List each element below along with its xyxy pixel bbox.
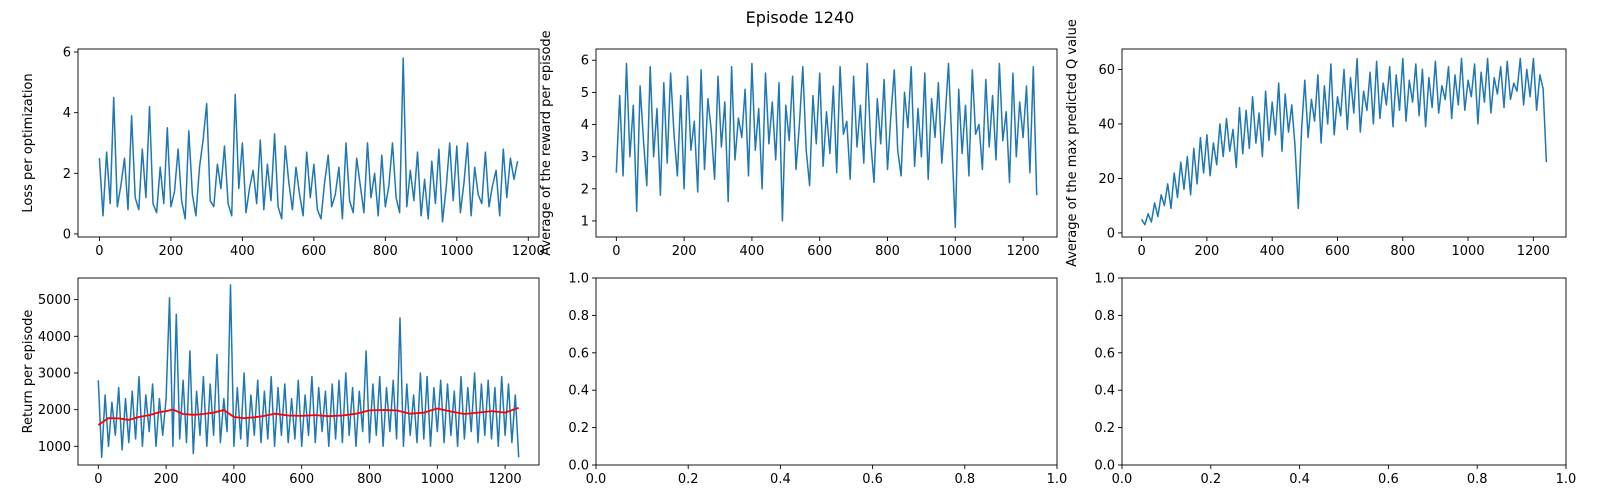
x-tick-label-empty-1-4: 0.8: [954, 472, 975, 487]
x-tick-label-return-1: 200: [154, 472, 179, 487]
y-tick-label-return-4: 5000: [38, 293, 71, 308]
x-tick-label-avg-reward-1: 200: [672, 244, 697, 259]
y-axis-label-max-q: Average of the max predicted Q value: [1065, 19, 1080, 267]
x-tick-label-empty-1-2: 0.4: [770, 472, 791, 487]
x-tick-label-max-q-4: 800: [1390, 244, 1415, 259]
y-axis-label-avg-reward: Average of the reward per episode: [539, 30, 554, 255]
axes-frame-max-q: [1121, 48, 1567, 238]
x-tick-label-empty-2-3: 0.6: [1378, 472, 1399, 487]
y-tick-label-avg-reward-3: 4: [581, 118, 589, 133]
x-tick-label-max-q-0: 0: [1137, 244, 1145, 259]
y-tick-label-avg-reward-0: 1: [581, 214, 589, 229]
y-tick-label-avg-reward-2: 3: [581, 150, 589, 165]
x-tick-label-avg-reward-4: 800: [875, 244, 900, 259]
x-tick-label-empty-2-4: 0.8: [1467, 472, 1488, 487]
figure-suptitle: Episode 1240: [746, 8, 855, 27]
series-line-max-q-0: [1140, 57, 1548, 226]
axes-frame-loss: [77, 48, 540, 238]
x-tick-label-loss-3: 600: [301, 244, 326, 259]
y-tick-label-loss-2: 4: [63, 106, 71, 121]
y-tick-label-loss-0: 0: [63, 227, 71, 242]
axes-frame-return: [77, 277, 540, 466]
x-tick-label-empty-1-0: 0.0: [586, 472, 607, 487]
y-tick-label-empty-1-4: 0.8: [568, 309, 589, 324]
series-line-return-0: [97, 284, 520, 459]
subplot-max-q: 0 200 400 600 800 1000 1200 0 20 40 60 Average of t…: [1065, 19, 1567, 267]
subplot-avg-reward: 0 200 400 600 800 1000 1200 1 2 3 4 5 6 Average of th…: [539, 30, 1058, 259]
y-tick-label-empty-2-0: 0.0: [1094, 459, 1115, 474]
x-tick-label-max-q-3: 600: [1325, 244, 1350, 259]
x-tick-label-loss-4: 800: [373, 244, 398, 259]
x-tick-label-loss-1: 200: [159, 244, 184, 259]
y-tick-label-avg-reward-5: 6: [581, 54, 589, 69]
y-tick-label-return-2: 3000: [38, 366, 71, 381]
x-tick-label-avg-reward-5: 1000: [939, 244, 972, 259]
y-axis-label-loss: Loss per optimization: [21, 73, 36, 212]
axes-frame-avg-reward: [595, 48, 1058, 238]
y-tick-label-avg-reward-4: 5: [581, 86, 589, 101]
y-tick-label-max-q-1: 20: [1098, 172, 1115, 187]
x-tick-label-empty-2-1: 0.2: [1200, 472, 1221, 487]
x-tick-label-return-4: 800: [357, 472, 382, 487]
x-tick-label-avg-reward-3: 600: [807, 244, 832, 259]
subplot-empty-1: 0.0 0.2 0.4 0.6 0.8 1.0 0.0 0.2 0.4 0.6 0.8 1.0: [568, 272, 1067, 488]
x-tick-label-max-q-5: 1000: [1452, 244, 1485, 259]
y-axis-label-return: Return per episode: [21, 310, 36, 434]
x-tick-label-max-q-2: 400: [1260, 244, 1285, 259]
x-tick-label-return-3: 600: [289, 472, 314, 487]
x-tick-label-loss-5: 1000: [440, 244, 473, 259]
y-tick-label-loss-3: 6: [63, 46, 71, 61]
x-tick-label-loss-6: 1200: [512, 244, 545, 259]
x-tick-label-empty-1-1: 0.2: [678, 472, 699, 487]
x-tick-label-return-5: 1000: [421, 472, 454, 487]
series-line-avg-reward-0: [615, 62, 1038, 229]
y-tick-label-loss-1: 2: [63, 167, 71, 182]
x-tick-label-empty-1-5: 1.0: [1047, 472, 1068, 487]
y-tick-label-max-q-2: 40: [1098, 117, 1115, 132]
y-tick-label-max-q-3: 60: [1098, 63, 1115, 78]
y-tick-label-avg-reward-1: 2: [581, 182, 589, 197]
x-tick-label-empty-1-3: 0.6: [862, 472, 883, 487]
subplot-loss: 0 200 400 600 800 1000 1200 0 2 4 6 Loss per optimi…: [21, 46, 545, 259]
subplot-return: 0 200 400 600 800 1000 1200 1000 2000 3000 4000 500…: [21, 277, 540, 487]
x-tick-label-return-0: 0: [94, 472, 102, 487]
x-tick-label-avg-reward-6: 1200: [1007, 244, 1040, 259]
axes-frame-empty-2: [1121, 277, 1567, 466]
series-line-return-1: [97, 406, 519, 426]
y-tick-label-empty-1-5: 1.0: [568, 272, 589, 287]
y-tick-label-empty-1-1: 0.2: [568, 421, 589, 436]
x-tick-label-max-q-1: 200: [1194, 244, 1219, 259]
x-tick-label-max-q-6: 1200: [1517, 244, 1550, 259]
y-tick-label-empty-1-3: 0.6: [568, 346, 589, 361]
y-tick-label-empty-2-3: 0.6: [1094, 346, 1115, 361]
x-tick-label-avg-reward-0: 0: [612, 244, 620, 259]
subplot-empty-2: 0.0 0.2 0.4 0.6 0.8 1.0 0.0 0.2 0.4 0.6 0.8 1.0: [1094, 272, 1576, 488]
x-tick-label-empty-2-0: 0.0: [1112, 472, 1133, 487]
axes-frame-empty-1: [595, 277, 1058, 466]
series-line-loss-0: [98, 57, 519, 223]
y-tick-label-empty-1-0: 0.0: [568, 459, 589, 474]
x-tick-label-loss-0: 0: [95, 244, 103, 259]
y-tick-label-return-0: 1000: [38, 440, 71, 455]
x-tick-label-return-2: 400: [222, 472, 247, 487]
y-tick-label-return-3: 4000: [38, 330, 71, 345]
x-tick-label-empty-2-2: 0.4: [1289, 472, 1310, 487]
y-tick-label-empty-1-2: 0.4: [568, 384, 589, 399]
x-tick-label-empty-2-5: 1.0: [1556, 472, 1577, 487]
x-tick-label-loss-2: 400: [230, 244, 255, 259]
y-tick-label-return-1: 2000: [38, 403, 71, 418]
y-tick-label-empty-2-2: 0.4: [1094, 384, 1115, 399]
y-tick-label-empty-2-4: 0.8: [1094, 309, 1115, 324]
x-tick-label-avg-reward-2: 400: [740, 244, 765, 259]
y-tick-label-empty-2-1: 0.2: [1094, 421, 1115, 436]
y-tick-label-empty-2-5: 1.0: [1094, 272, 1115, 287]
x-tick-label-return-6: 1200: [489, 472, 522, 487]
y-tick-label-max-q-0: 0: [1107, 226, 1115, 241]
